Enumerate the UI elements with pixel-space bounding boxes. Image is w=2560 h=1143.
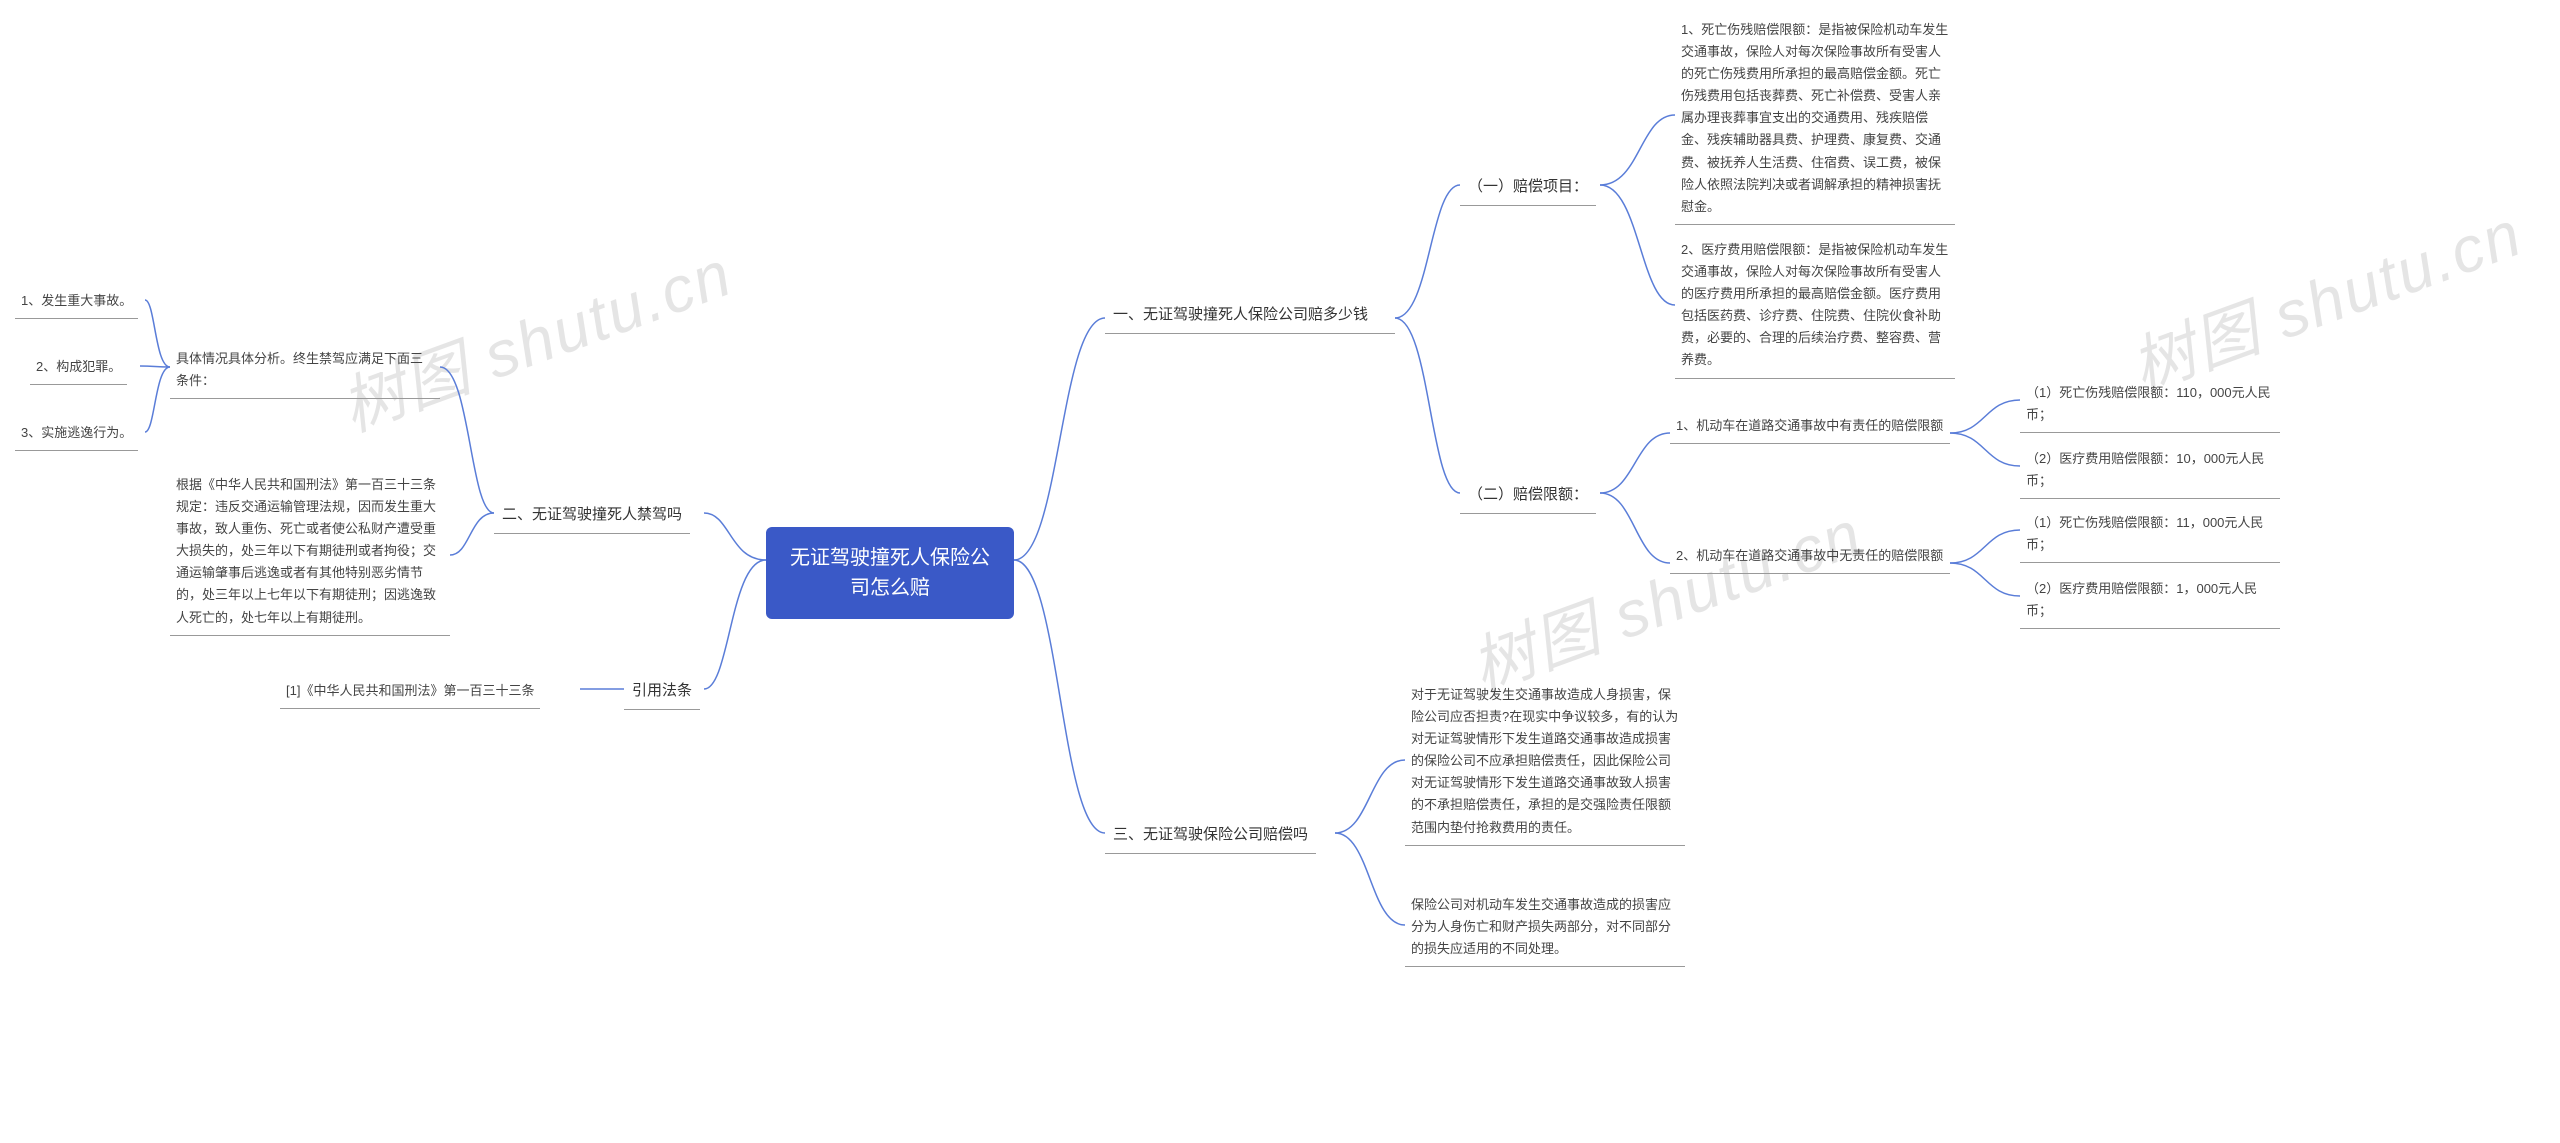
mindmap-canvas: 树图 shutu.cn 树图 shutu.cn 树图 shutu.cn xyxy=(0,0,2560,1143)
leaf-text: （2）医疗费用赔偿限额：10，000元人民币； xyxy=(2026,451,2264,488)
watermark: 树图 shutu.cn xyxy=(2117,183,2533,410)
leaf-node[interactable]: 3、实施逃逸行为。 xyxy=(15,418,138,451)
leaf-node[interactable]: 具体情况具体分析。终生禁驾应满足下面三条件： xyxy=(170,344,440,399)
leaf-text: （1）死亡伤残赔偿限额：110，000元人民币； xyxy=(2026,385,2271,422)
branch-label: （二）赔偿限额： xyxy=(1468,486,1588,503)
leaf-node[interactable]: 根据《中华人民共和国刑法》第一百三十三条规定：违反交通运输管理法规，因而发生重大… xyxy=(170,470,450,636)
leaf-node[interactable]: （2）医疗费用赔偿限额：10，000元人民币； xyxy=(2020,444,2280,499)
leaf-text: 1、机动车在道路交通事故中有责任的赔偿限额 xyxy=(1676,418,1943,433)
leaf-node[interactable]: 1、机动车在道路交通事故中有责任的赔偿限额 xyxy=(1670,411,1950,444)
branch-node[interactable]: （一）赔偿项目： xyxy=(1460,172,1596,206)
leaf-text: （1）死亡伤残赔偿限额：11，000元人民币； xyxy=(2026,515,2263,552)
leaf-text: 1、发生重大事故。 xyxy=(21,293,132,308)
leaf-text: 具体情况具体分析。终生禁驾应满足下面三条件： xyxy=(176,351,423,388)
leaf-node[interactable]: （1）死亡伤残赔偿限额：110，000元人民币； xyxy=(2020,378,2280,433)
branch-node[interactable]: 三、无证驾驶保险公司赔偿吗 xyxy=(1105,820,1316,854)
leaf-text: 保险公司对机动车发生交通事故造成的损害应分为人身伤亡和财产损失两部分，对不同部分… xyxy=(1411,897,1671,956)
leaf-node[interactable]: [1]《中华人民共和国刑法》第一百三十三条 xyxy=(280,676,540,709)
leaf-node[interactable]: 1、发生重大事故。 xyxy=(15,286,138,319)
leaf-text: 1、死亡伤残赔偿限额：是指被保险机动车发生交通事故，保险人对每次保险事故所有受害… xyxy=(1681,22,1948,214)
leaf-node[interactable]: 对于无证驾驶发生交通事故造成人身损害，保险公司应否担责?在现实中争议较多，有的认… xyxy=(1405,680,1685,846)
leaf-text: [1]《中华人民共和国刑法》第一百三十三条 xyxy=(286,683,534,698)
branch-node[interactable]: （二）赔偿限额： xyxy=(1460,480,1596,514)
branch-label: （一）赔偿项目： xyxy=(1468,178,1588,195)
leaf-node[interactable]: （1）死亡伤残赔偿限额：11，000元人民币； xyxy=(2020,508,2280,563)
branch-node[interactable]: 二、无证驾驶撞死人禁驾吗 xyxy=(494,500,690,534)
watermark: 树图 shutu.cn xyxy=(1457,483,1873,710)
leaf-node[interactable]: （2）医疗费用赔偿限额：1，000元人民币； xyxy=(2020,574,2280,629)
leaf-text: 2、医疗费用赔偿限额：是指被保险机动车发生交通事故，保险人对每次保险事故所有受害… xyxy=(1681,242,1948,367)
leaf-node[interactable]: 保险公司对机动车发生交通事故造成的损害应分为人身伤亡和财产损失两部分，对不同部分… xyxy=(1405,890,1685,967)
branch-node[interactable]: 一、无证驾驶撞死人保险公司赔多少钱 xyxy=(1105,300,1395,334)
branch-label: 引用法条 xyxy=(632,682,692,699)
leaf-node[interactable]: 2、医疗费用赔偿限额：是指被保险机动车发生交通事故，保险人对每次保险事故所有受害… xyxy=(1675,235,1955,379)
leaf-text: 根据《中华人民共和国刑法》第一百三十三条规定：违反交通运输管理法规，因而发生重大… xyxy=(176,477,436,625)
branch-label: 三、无证驾驶保险公司赔偿吗 xyxy=(1113,826,1308,843)
branch-node[interactable]: 引用法条 xyxy=(624,676,700,710)
leaf-text: 2、机动车在道路交通事故中无责任的赔偿限额 xyxy=(1676,548,1943,563)
leaf-text: （2）医疗费用赔偿限额：1，000元人民币； xyxy=(2026,581,2257,618)
branch-label: 二、无证驾驶撞死人禁驾吗 xyxy=(502,506,682,523)
leaf-node[interactable]: 1、死亡伤残赔偿限额：是指被保险机动车发生交通事故，保险人对每次保险事故所有受害… xyxy=(1675,15,1955,225)
leaf-text: 2、构成犯罪。 xyxy=(36,359,121,374)
root-text: 无证驾驶撞死人保险公司怎么赔 xyxy=(790,547,990,599)
branch-label: 一、无证驾驶撞死人保险公司赔多少钱 xyxy=(1113,306,1368,323)
leaf-text: 3、实施逃逸行为。 xyxy=(21,425,132,440)
leaf-node[interactable]: 2、机动车在道路交通事故中无责任的赔偿限额 xyxy=(1670,541,1950,574)
leaf-node[interactable]: 2、构成犯罪。 xyxy=(30,352,127,385)
watermark: 树图 shutu.cn xyxy=(327,223,743,450)
leaf-text: 对于无证驾驶发生交通事故造成人身损害，保险公司应否担责?在现实中争议较多，有的认… xyxy=(1411,687,1678,835)
root-node[interactable]: 无证驾驶撞死人保险公司怎么赔 xyxy=(766,527,1014,619)
